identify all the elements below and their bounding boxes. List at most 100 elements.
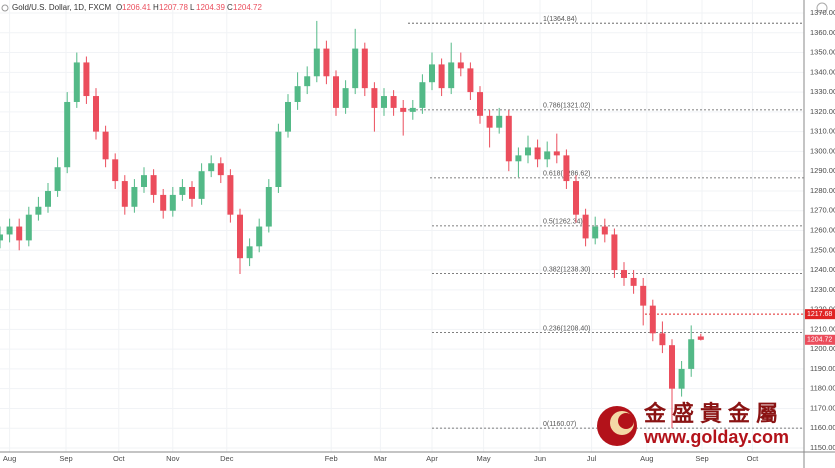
- candle-body: [352, 48, 359, 89]
- candle-body: [246, 246, 253, 259]
- grid: [0, 0, 804, 452]
- fib-level-label: 0.786(1321.02): [543, 103, 590, 110]
- ohlc-label: H: [153, 3, 159, 12]
- candle-body: [333, 76, 339, 108]
- y-tick-label: 1290.00: [810, 166, 835, 175]
- candle-body: [54, 167, 61, 191]
- candle-body: [141, 175, 147, 187]
- fib-level-label: 0.236(1208.40): [543, 325, 590, 332]
- ohlc-label: O: [116, 3, 122, 12]
- candle-body: [198, 171, 205, 199]
- candle-body: [563, 155, 570, 182]
- settings-icon[interactable]: [816, 2, 828, 14]
- y-tick-label: 1300.00: [810, 146, 835, 155]
- symbol-icon[interactable]: [1, 4, 9, 12]
- candle-body: [285, 101, 291, 132]
- x-tick-label: May: [477, 454, 491, 463]
- candle-body: [313, 48, 320, 77]
- candle-body: [659, 333, 666, 346]
- y-tick-label: 1320.00: [810, 107, 835, 116]
- y-tick-label: 1150.00: [810, 443, 835, 452]
- candle-body: [16, 226, 23, 241]
- candle-body: [678, 368, 685, 389]
- y-tick-label: 1310.00: [810, 127, 835, 136]
- candle-body: [525, 147, 531, 156]
- ohlc-label: L: [190, 3, 195, 12]
- candle-body: [505, 115, 512, 162]
- candle-body: [217, 163, 224, 176]
- x-tick-label: Feb: [325, 454, 338, 463]
- fib-level-label: 1(1364.84): [543, 16, 577, 23]
- y-tick-label: 1220.00: [810, 305, 835, 314]
- candle-body: [256, 226, 263, 247]
- candle-body: [45, 190, 51, 207]
- y-tick-label: 1210.00: [810, 324, 835, 333]
- y-tick-label: 1360.00: [810, 28, 835, 37]
- candle-body: [467, 68, 474, 93]
- candle-body: [64, 101, 71, 168]
- candle-body: [227, 175, 234, 215]
- candle-body: [438, 64, 445, 89]
- x-tick-label: Sep: [59, 454, 72, 463]
- candle-body: [131, 187, 138, 207]
- y-tick-label: 1370.00: [810, 8, 835, 17]
- y-tick-label: 1190.00: [810, 364, 835, 373]
- x-tick-label: Apr: [426, 454, 438, 463]
- candle-body: [457, 62, 464, 69]
- candle-body: [419, 82, 426, 108]
- x-tick-label: Oct: [747, 454, 760, 463]
- candle-body: [6, 226, 13, 235]
- candle-body: [73, 62, 80, 102]
- candle-body: [601, 226, 608, 235]
- ohlc-value: 1204.72: [233, 3, 262, 12]
- last-price-box: [805, 334, 835, 345]
- y-tick-label: 1160.00: [810, 423, 835, 432]
- candle-body: [477, 92, 483, 116]
- candle-body: [688, 339, 695, 369]
- candle-body: [390, 96, 397, 108]
- x-tick-label: Jun: [534, 454, 546, 463]
- candle-body: [275, 131, 282, 187]
- candle-body: [150, 175, 157, 195]
- candles: [0, 20, 704, 429]
- candle-body: [534, 147, 541, 160]
- x-tick-label: Aug: [3, 454, 16, 463]
- candle-body: [448, 62, 455, 89]
- candle-body: [371, 88, 378, 108]
- candle-body: [102, 131, 109, 160]
- candle-body: [294, 86, 301, 102]
- x-tick-label: Mar: [374, 454, 387, 463]
- fib-level-label: 0.382(1238.30): [543, 266, 590, 273]
- x-tick-label: Sep: [695, 454, 708, 463]
- candle-body: [208, 163, 215, 172]
- y-tick-label: 1260.00: [810, 225, 835, 234]
- watermark: 金盛貴金屬 www.golday.com: [597, 401, 789, 447]
- candle-body: [630, 277, 637, 286]
- y-tick-label: 1340.00: [810, 67, 835, 76]
- watermark-logo-core: [618, 413, 634, 429]
- y-tick-label: 1230.00: [810, 285, 835, 294]
- y-tick-label: 1270.00: [810, 206, 835, 215]
- watermark-name: 金盛貴金屬: [643, 401, 784, 426]
- candle-body: [0, 234, 3, 241]
- candle-body: [582, 214, 589, 239]
- candle-body: [553, 151, 560, 156]
- candle-body: [486, 115, 493, 128]
- candle-body: [265, 187, 272, 227]
- candle-body: [121, 181, 128, 207]
- ohlc-value: 1206.41: [122, 3, 151, 12]
- candle-body: [429, 64, 435, 83]
- y-tick-label: 1330.00: [810, 87, 835, 96]
- candle-body: [621, 270, 627, 278]
- x-tick-label: Nov: [166, 454, 180, 463]
- candle-body: [669, 345, 675, 389]
- candle-body: [544, 151, 551, 160]
- ohlc-label: C: [227, 3, 233, 12]
- ohlc-value: 1204.39: [196, 3, 225, 12]
- candle-body: [640, 285, 647, 306]
- fib-level-label: 0(1160.07): [543, 421, 576, 428]
- ohlc-value: 1207.78: [159, 3, 188, 12]
- candle-body: [83, 62, 90, 97]
